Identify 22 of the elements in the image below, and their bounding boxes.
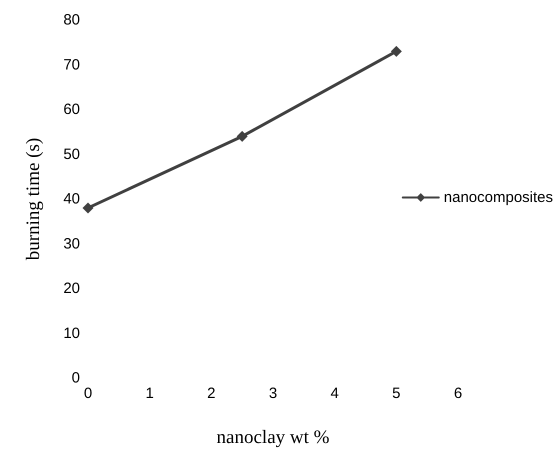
y-tick-label: 80: [63, 12, 80, 28]
point: [390, 46, 402, 57]
y-tick-label: 30: [63, 235, 80, 252]
y-tick-label: 10: [63, 324, 80, 342]
legend-label: nanocomposites: [444, 189, 553, 206]
y-tick-label: 0: [72, 370, 80, 386]
x-tick-label: 4: [330, 385, 339, 402]
x-tick-label: 0: [84, 385, 92, 402]
y-tick-label: 40: [63, 190, 80, 208]
y-tick-label: 20: [63, 280, 80, 297]
point: [82, 202, 94, 214]
x-axis-title: nanoclay wt %: [216, 427, 330, 448]
y-axis-title: burning time (s): [23, 138, 44, 260]
x-tick-label: 6: [454, 385, 462, 402]
y-tick-label: 60: [63, 101, 80, 118]
x-tick-label: 1: [145, 385, 154, 402]
point: [236, 130, 248, 142]
x-tick-label: 5: [392, 385, 401, 402]
y-tick-label: 70: [63, 56, 80, 74]
y-tick-label: 50: [63, 146, 80, 163]
x-tick-label: 3: [268, 385, 278, 402]
x-tick-label: 2: [207, 385, 216, 402]
